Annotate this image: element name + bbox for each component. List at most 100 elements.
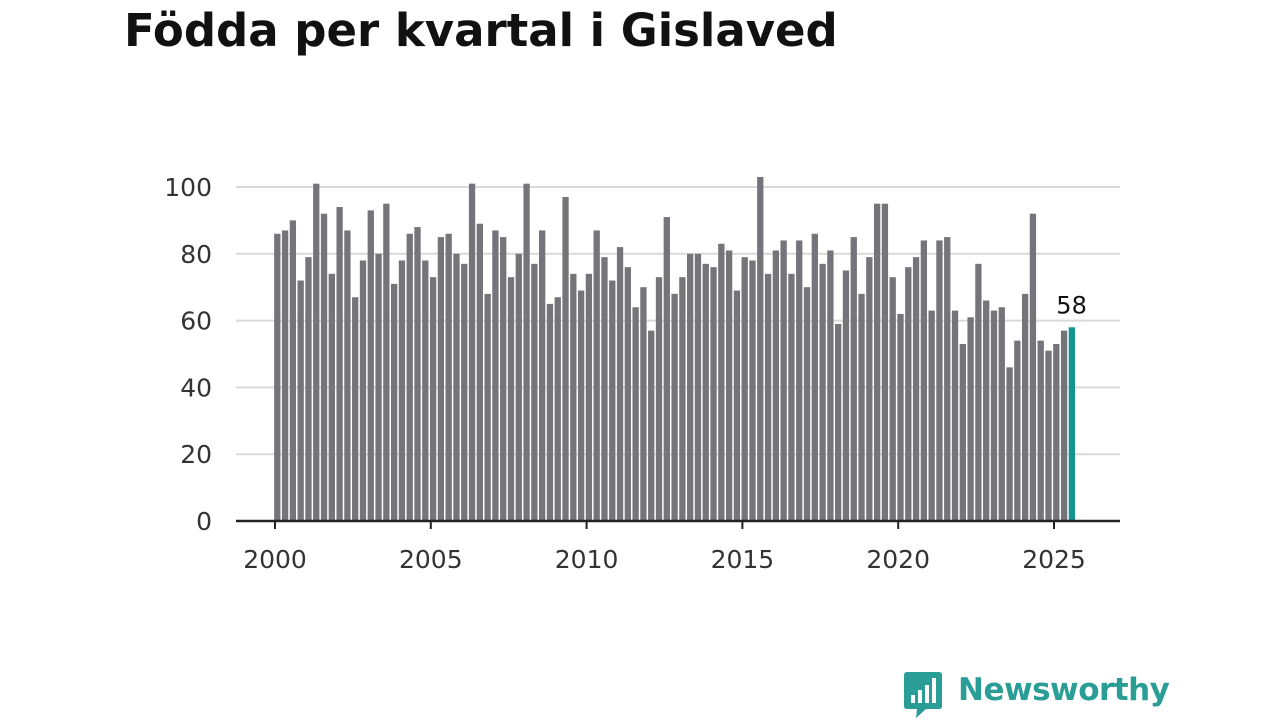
bar [1045,350,1052,521]
bar [951,310,959,521]
labels: 0 20 40 60 80 100 58 2000 2005 2010 2015 2020 2025 [164,173,1087,574]
x-tick-label: 2010 [555,545,619,574]
bar [500,237,507,521]
bar [741,257,748,521]
bar-chart: 0 20 40 60 80 100 58 2000 2005 2010 2015 2020 2025 [164,173,1120,574]
bar [694,253,702,522]
bar [920,240,928,521]
bar [445,233,452,521]
bar [897,313,904,521]
bar [967,317,974,521]
y-tick-label: 40 [180,373,212,402]
bar [842,270,850,521]
bar [640,287,647,521]
y-tick-label: 80 [180,240,212,269]
bar [422,260,429,521]
bar [523,183,530,521]
bar [772,250,780,521]
bar [429,277,437,521]
bar [585,273,593,521]
bar [367,210,374,521]
x-tick-label: 2025 [1022,545,1086,574]
newsworthy-logo-icon [904,672,942,718]
bar [531,263,538,521]
bar [328,273,335,521]
bar [1014,340,1021,521]
bar [616,247,624,521]
bar [383,203,390,521]
bar [687,253,694,522]
axes [236,519,1120,529]
bar [702,263,709,521]
bar [850,237,857,521]
bar [912,257,920,521]
y-tick-label: 60 [180,307,212,336]
x-tick-label: 2020 [866,545,930,574]
bar [313,183,320,521]
latest-value-label: 58 [1056,291,1087,319]
bar [1029,213,1037,521]
bar [570,273,577,521]
bar [398,260,406,521]
bar [757,176,764,522]
bar [866,257,873,521]
bar [998,307,1005,521]
bar [336,207,343,522]
bar [562,197,569,521]
bar [289,220,297,521]
bar [803,287,811,521]
bar [515,253,522,522]
bar [1021,293,1029,521]
y-tick-label: 20 [180,440,212,469]
bar [601,257,608,521]
bar [476,223,483,522]
bars [274,176,1076,522]
bar [975,263,982,521]
bar [936,240,943,521]
bar [835,323,842,521]
bar [320,213,328,521]
bar [453,253,460,522]
bar [827,250,834,521]
y-tick-label: 100 [164,173,212,202]
bar [375,253,382,522]
bar [873,203,881,521]
bar [889,277,896,521]
bar [1006,367,1013,521]
bar [663,217,670,521]
bar [788,273,795,521]
bar [710,267,717,521]
bar [928,310,935,521]
bar [764,273,772,521]
bar [796,240,803,521]
brand-name: Newsworthy [958,672,1170,708]
bar [406,233,413,521]
bar [905,267,912,521]
bar [577,290,585,521]
bar [679,277,686,521]
bar [1037,340,1044,521]
x-tick-label: 2015 [711,545,775,574]
bar [391,283,398,521]
bar [352,297,359,521]
bar [305,257,312,521]
bar [718,243,725,521]
bar [1060,330,1068,521]
y-tick-label: 0 [196,507,212,536]
bar [819,263,826,521]
bar [344,230,351,522]
bar [484,293,491,521]
bar [983,300,990,521]
bar [492,230,499,522]
bar [359,260,367,521]
bar [554,297,561,521]
bar-latest [1068,327,1076,521]
bar [811,233,818,521]
bar [655,277,663,521]
bar [990,310,998,521]
bar [507,277,515,521]
x-tick-label: 2000 [243,545,307,574]
bar [733,290,741,521]
bar [725,250,733,521]
bar [632,307,639,521]
